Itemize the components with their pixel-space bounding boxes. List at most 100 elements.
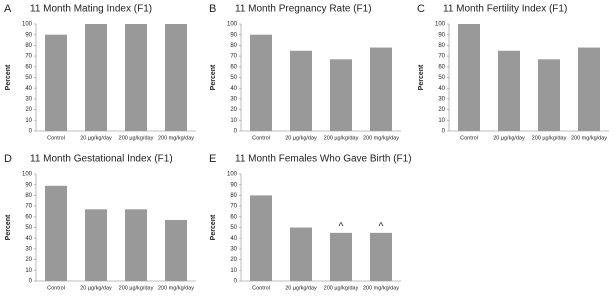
y-tick-label: 50 [230,75,237,81]
y-tick-label: 50 [25,75,32,81]
y-tick-label: 90 [230,32,237,38]
panel: B 11 Month Pregnancy Rate (F1) Percent 0 10 2… [209,3,401,141]
chart-title: 11 Month Fertility Index (F1) [443,4,567,15]
y-tick-label: 10 [438,118,445,124]
y-tick-label: 70 [230,54,237,60]
y-tick-label: 10 [25,268,32,274]
bar [290,50,312,131]
bar [125,209,147,281]
x-tick-label: 200 mg/kg/day [571,135,607,141]
y-tick-label: 20 [25,257,32,263]
y-tick-label: 50 [438,75,445,81]
bar [165,220,187,281]
panel: D 11 Month Gestational Index (F1) Percent 0… [4,153,196,291]
x-tick-label: 200 µg/kg/day [119,135,154,141]
y-tick-label: 100 [227,172,238,178]
bar [125,24,147,131]
y-tick-label: 0 [442,129,446,135]
panel: C 11 Month Fertility Index (F1) Percent 0 10… [417,3,609,141]
x-tick-label: Control [460,135,478,141]
y-tick-label: 40 [230,86,237,92]
y-tick-label: 20 [230,257,237,263]
y-tick-label: 80 [438,43,445,49]
y-tick-label: 60 [230,214,237,220]
x-tick-label: 200 µg/kg/day [532,135,567,141]
bar [45,34,67,132]
panel: A 11 Month Mating Index (F1) Percent 0 10 20 3… [4,3,196,141]
y-tick-label: 60 [438,64,445,70]
y-tick-label: 80 [230,43,237,49]
bar [85,209,107,281]
bar [290,227,312,281]
x-tick-label: 200 mg/kg/day [158,285,194,291]
y-tick-label: 40 [230,236,237,242]
y-tick-label: 100 [435,22,446,28]
y-tick-label: 10 [230,268,237,274]
y-tick-label: 20 [438,107,445,113]
bar [85,24,107,131]
y-axis-label: Percent [210,64,217,90]
x-tick-label: Control [47,135,65,141]
y-tick-label: 50 [230,225,237,231]
x-tick-label: Control [252,285,270,291]
x-tick-label: 200 mg/kg/day [158,135,194,141]
y-tick-label: 0 [29,129,33,135]
x-tick-label: 20 µg/kg/day [493,135,525,141]
x-tick-label: 200 µg/kg/day [324,135,359,141]
y-tick-label: 0 [29,279,33,285]
y-tick-label: 70 [25,204,32,210]
y-tick-label: 30 [438,96,445,102]
y-tick-label: 100 [22,22,33,28]
x-tick-label: 20 µg/kg/day [285,285,317,291]
y-axis-label: Percent [5,214,12,240]
y-tick-label: 80 [25,193,32,199]
bar [45,185,67,281]
bar [250,34,272,132]
bar [370,47,392,131]
y-tick-label: 30 [230,246,237,252]
bar [498,50,520,131]
chart-title: 11 Month Mating Index (F1) [30,4,152,15]
y-tick-label: 80 [25,43,32,49]
y-tick-label: 90 [25,182,32,188]
annotation: ^ [379,221,384,232]
y-tick-label: 30 [230,96,237,102]
bar [578,47,600,131]
x-tick-label: 200 µg/kg/day [119,285,154,291]
x-tick-label: 200 mg/kg/day [363,135,399,141]
bar [458,24,480,131]
bar [330,232,352,281]
y-tick-label: 60 [25,214,32,220]
y-tick-label: 20 [230,107,237,113]
chart-title: 11 Month Females Who Gave Birth (F1) [235,154,412,165]
y-tick-label: 20 [25,107,32,113]
y-tick-label: 70 [25,54,32,60]
y-tick-label: 90 [25,32,32,38]
chart-title: 11 Month Gestational Index (F1) [30,154,173,165]
panel-letter: D [4,153,12,165]
y-tick-label: 90 [230,182,237,188]
y-tick-label: 60 [230,64,237,70]
x-tick-label: 20 µg/kg/day [80,135,112,141]
panel-letter: C [417,3,425,15]
panel-letter: E [209,153,216,165]
x-tick-label: 200 mg/kg/day [363,285,399,291]
y-tick-label: 50 [25,225,32,231]
panel-letter: A [4,3,12,15]
y-axis-label: Percent [418,64,425,90]
chart-title: 11 Month Pregnancy Rate (F1) [235,4,372,15]
x-tick-label: 200 µg/kg/day [324,285,359,291]
y-tick-label: 40 [25,86,32,92]
y-tick-label: 30 [25,246,32,252]
x-tick-label: 20 µg/kg/day [80,285,112,291]
y-tick-label: 40 [438,86,445,92]
y-tick-label: 90 [438,32,445,38]
y-tick-label: 100 [227,22,238,28]
x-tick-label: Control [47,285,65,291]
y-tick-label: 60 [25,64,32,70]
bar [165,24,187,131]
bar [250,195,272,281]
y-tick-label: 80 [230,193,237,199]
panel-letter: B [209,3,216,15]
y-tick-label: 0 [234,279,238,285]
